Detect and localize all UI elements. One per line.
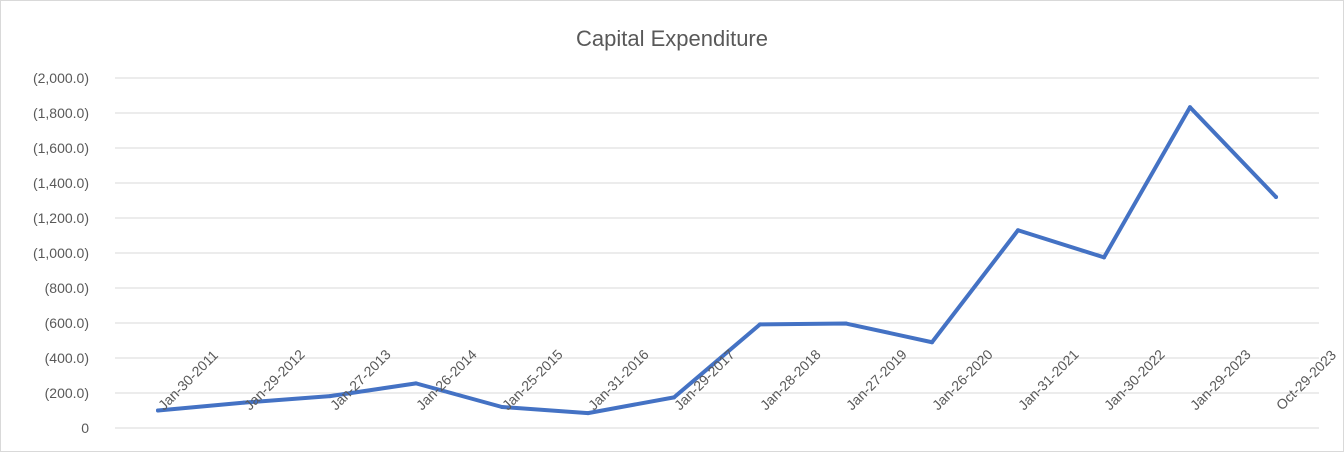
data-point: [328, 394, 332, 399]
data-point: [1102, 255, 1106, 260]
gridlines: [115, 77, 1319, 429]
y-tick-label: (600.0): [45, 315, 89, 331]
data-point: [156, 408, 160, 413]
x-tick-label: Jan-29-2023: [1187, 346, 1254, 413]
x-tick-label: Oct-29-2023: [1273, 347, 1339, 413]
series-layer: [156, 105, 1278, 416]
x-tick-label: Jan-30-2022: [1101, 346, 1168, 413]
x-tick-label: Jan-27-2019: [843, 346, 910, 413]
x-tick-label: Jan-30-2011: [155, 347, 221, 413]
x-axis-tick-labels: Jan-30-2011 Jan-29-2012 Jan-27-2013 Jan-26-…: [155, 346, 1339, 413]
data-point: [672, 395, 676, 400]
y-tick-label: (1,600.0): [33, 140, 89, 156]
y-tick-label: (1,400.0): [33, 175, 89, 191]
y-tick-label: (1,200.0): [33, 210, 89, 226]
data-point: [1188, 105, 1192, 110]
data-point: [586, 411, 590, 416]
data-point: [500, 405, 504, 409]
data-point: [1016, 228, 1020, 233]
x-tick-label: Jan-25-2015: [499, 346, 566, 413]
y-tick-label: (200.0): [45, 385, 89, 401]
y-tick-label: (1,000.0): [33, 245, 89, 261]
y-tick-label: (800.0): [45, 280, 89, 296]
chart-title: Capital Expenditure: [576, 26, 768, 51]
data-point: [414, 381, 418, 386]
y-tick-label: (1,800.0): [33, 105, 89, 121]
data-point: [1274, 195, 1278, 199]
y-axis-tick-labels: 0 (200.0) (400.0) (600.0) (800.0) (1,000.0) (1…: [33, 70, 89, 436]
x-tick-label: Jan-29-2012: [241, 346, 308, 413]
series-line: [156, 105, 1278, 416]
data-point: [930, 340, 934, 345]
y-tick-label: (400.0): [45, 350, 89, 366]
data-point: [758, 322, 762, 327]
data-point: [242, 400, 246, 405]
x-tick-label: Jan-29-2017: [671, 346, 738, 413]
x-tick-label: Jan-26-2020: [929, 346, 996, 413]
x-tick-label: Jan-28-2018: [757, 346, 824, 413]
x-tick-label: Jan-26-2014: [413, 346, 480, 413]
y-tick-label: 0: [81, 420, 89, 436]
y-tick-label: (2,000.0): [33, 70, 89, 86]
x-tick-label: Jan-27-2013: [327, 346, 394, 413]
data-point: [844, 321, 848, 326]
x-tick-label: Jan-31-2021: [1015, 346, 1082, 413]
